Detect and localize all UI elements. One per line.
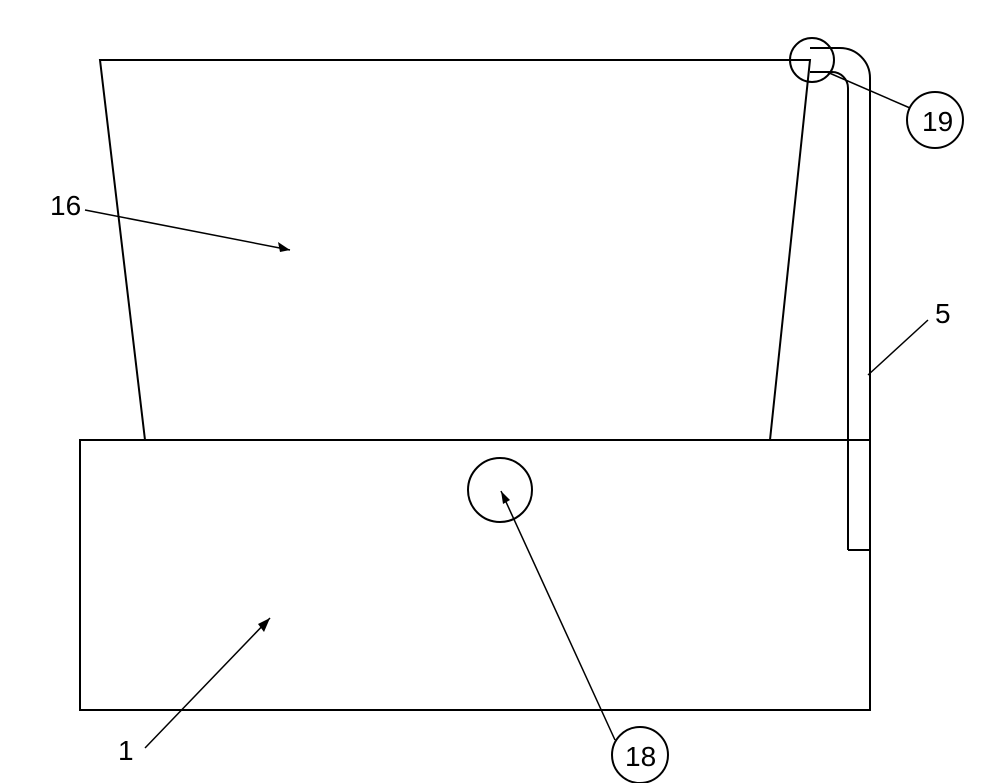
label-5: 5: [935, 298, 951, 330]
pipe-inner: [810, 72, 848, 550]
leader-5: [868, 320, 928, 375]
arrow-18: [501, 491, 510, 504]
label-18: 18: [625, 741, 656, 773]
leader-16: [85, 210, 290, 250]
center-circle: [468, 458, 532, 522]
arrow-16: [278, 242, 290, 252]
arrow-1: [258, 618, 270, 632]
leader-1: [145, 618, 270, 748]
label-1: 1: [118, 735, 134, 767]
leader-19: [827, 72, 910, 108]
pipe-outer: [810, 48, 870, 550]
label-19: 19: [922, 106, 953, 138]
trapezoid-hopper: [100, 60, 810, 440]
label-16: 16: [50, 190, 81, 222]
technical-diagram: [0, 0, 1000, 783]
leader-18: [501, 491, 615, 740]
base-rect: [80, 440, 870, 710]
